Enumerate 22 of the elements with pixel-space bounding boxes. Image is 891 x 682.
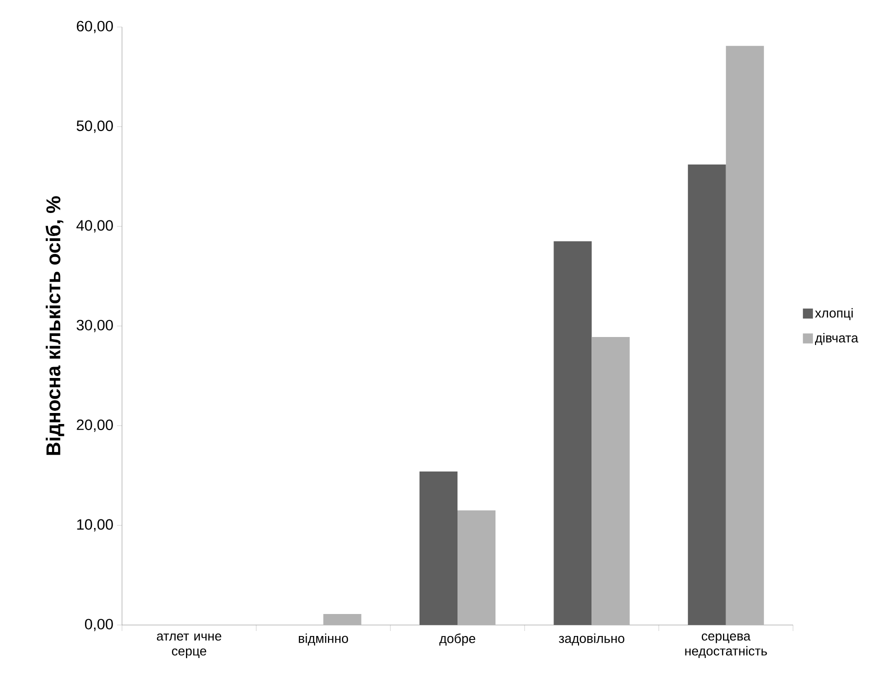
- x-tick-label: задовільно: [558, 634, 624, 646]
- y-tick-label: 60,00: [76, 20, 113, 34]
- legend-label: хлопці: [815, 308, 853, 320]
- y-axis-title: Відносна кількість осіб, %: [46, 196, 64, 455]
- bar: [458, 510, 496, 625]
- y-tick-label: 40,00: [76, 220, 113, 232]
- y-tick-label: 50,00: [76, 120, 113, 133]
- x-tick-label: серцева недостатність: [685, 634, 767, 658]
- bar: [554, 241, 592, 625]
- legend-label: дівчата: [815, 332, 858, 345]
- bar: [726, 46, 764, 625]
- bar: [592, 336, 630, 625]
- y-tick-label: 10,00: [77, 519, 113, 532]
- y-tick-label: 20,00: [76, 419, 113, 432]
- y-tick-label: 0,00: [84, 618, 113, 632]
- x-tick-label: відмінно: [298, 634, 348, 646]
- x-tick-label: добре: [439, 634, 476, 646]
- bar: [688, 164, 726, 625]
- bar: [420, 472, 458, 625]
- x-tick-label: атлет ичне серце: [156, 634, 222, 658]
- bar: [323, 614, 362, 625]
- y-tick-label: 30,00: [76, 320, 113, 332]
